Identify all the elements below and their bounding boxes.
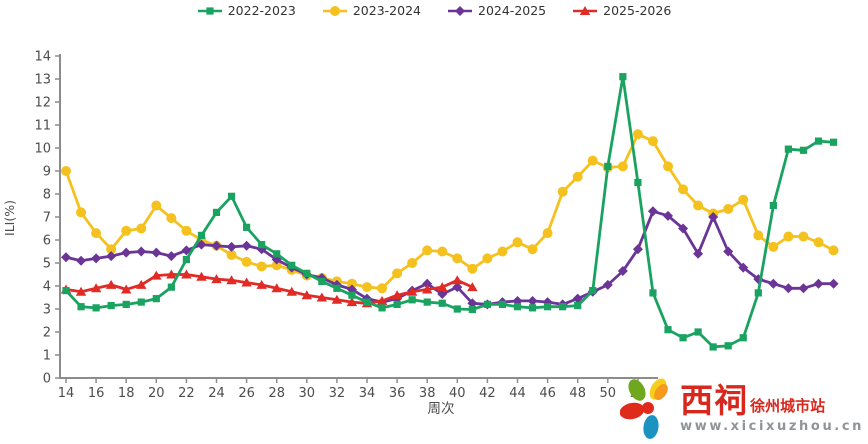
x-tick-label: 46 [539, 386, 556, 401]
x-tick-label: 14 [58, 386, 75, 401]
x-tick-label: 42 [479, 386, 496, 401]
series-2022-2023 [62, 73, 838, 351]
y-tick-label: 9 [43, 165, 51, 180]
y-tick-label: 3 [43, 303, 51, 318]
y-tick-label: 1 [43, 349, 51, 364]
x-tick-label: 28 [268, 386, 285, 401]
y-tick-label: 7 [43, 211, 51, 226]
y-tick-label: 10 [34, 142, 51, 157]
series-2025-2026 [60, 269, 478, 308]
y-tick-label: 14 [34, 50, 51, 65]
series-2023-2024 [61, 129, 839, 294]
y-tick-label: 12 [34, 96, 51, 111]
triangle-marker-icon [573, 5, 598, 15]
x-axis-title: 周次 [428, 401, 455, 417]
diamond-marker-icon [448, 5, 472, 16]
watermark-brand: 西祠 [680, 380, 749, 420]
y-tick-label: 11 [34, 119, 51, 134]
watermark-text: 西祠 徐州城市站 www.xicixuzhou.cn [680, 384, 864, 433]
y-tick-label: 4 [43, 280, 51, 295]
circle-marker-icon [322, 5, 347, 16]
x-tick-label: 32 [329, 386, 346, 401]
x-tick-label: 44 [509, 386, 526, 401]
watermark-site-suffix: 徐州城市站 [750, 396, 826, 415]
y-tick-label: 0 [43, 372, 51, 387]
watermark-url: www.xicixuzhou.cn [680, 418, 864, 434]
legend-item-2022-2023: 2022-2023 [197, 3, 296, 18]
x-tick-label: 48 [569, 386, 586, 401]
x-tick-label: 36 [389, 386, 406, 401]
legend-label: 2025-2026 [603, 3, 672, 18]
flower-logo-icon [620, 378, 668, 439]
square-marker-icon [197, 6, 222, 15]
chart-legend: 2022-2023 2023-2024 2024-2025 2025-2026 [0, 3, 868, 18]
y-tick-label: 5 [43, 257, 51, 272]
y-tick-label: 2 [43, 326, 51, 341]
legend-item-2024-2025: 2024-2025 [447, 3, 546, 18]
x-tick-label: 22 [178, 386, 195, 401]
x-tick-label: 40 [449, 386, 466, 401]
legend-item-2023-2024: 2023-2024 [322, 3, 421, 18]
x-tick-label: 24 [208, 386, 225, 401]
y-tick-label: 8 [43, 188, 51, 203]
x-tick-label: 26 [238, 386, 255, 401]
x-tick-label: 16 [88, 386, 105, 401]
x-tick-label: 30 [299, 386, 316, 401]
x-tick-label: 20 [148, 386, 165, 401]
x-tick-label: 50 [600, 386, 617, 401]
legend-label: 2023-2024 [352, 3, 421, 18]
y-tick-label: 13 [34, 73, 51, 88]
legend-item-2025-2026: 2025-2026 [572, 3, 671, 18]
y-axis-title: ILI(%) [2, 200, 17, 236]
y-tick-label: 6 [43, 234, 51, 249]
x-tick-label: 38 [419, 386, 436, 401]
legend-label: 2022-2023 [227, 3, 296, 18]
legend-label: 2024-2025 [478, 3, 547, 18]
x-tick-label: 18 [118, 386, 135, 401]
watermark: 西祠 徐州城市站 www.xicixuzhou.cn [620, 374, 864, 442]
x-tick-label: 34 [359, 386, 376, 401]
